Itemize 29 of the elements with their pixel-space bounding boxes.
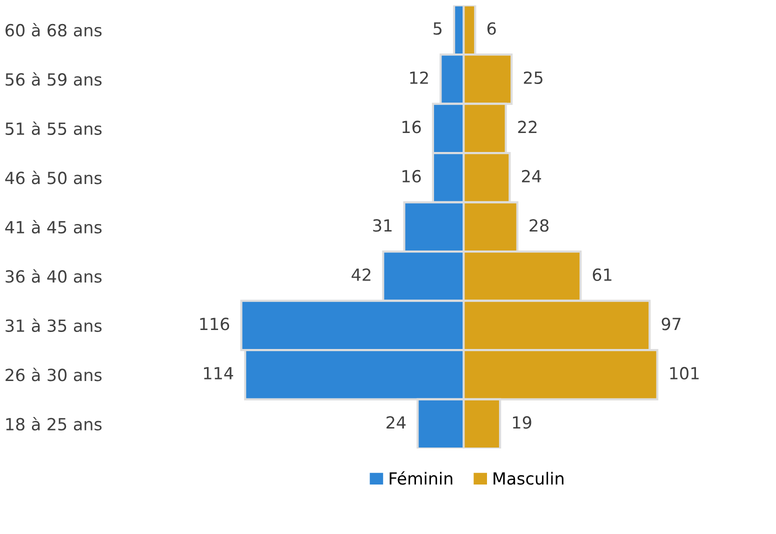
data-label: 42 xyxy=(352,268,370,281)
data-label: 24 xyxy=(522,170,542,182)
y-tick-label: 31 à 35 ans xyxy=(6,318,102,332)
data-label: 116 xyxy=(200,318,230,330)
data-label: 31 xyxy=(373,219,392,232)
y-tick-label: 36 à 40 ans xyxy=(6,269,102,283)
data-label: 114 xyxy=(204,367,234,380)
data-label: 25 xyxy=(524,71,542,84)
data-label: 6 xyxy=(487,22,496,35)
data-label: 16 xyxy=(402,120,421,134)
data-label: 16 xyxy=(402,170,421,183)
data-label: 22 xyxy=(518,120,536,134)
legend-label: Masculin xyxy=(494,472,564,485)
data-label: 5 xyxy=(434,22,442,35)
legend-label: Féminin xyxy=(390,471,452,485)
data-label: 97 xyxy=(662,318,680,330)
y-tick-label: 46 à 50 ans xyxy=(5,170,102,184)
y-tick-label: 18 à 25 ans xyxy=(6,416,102,431)
y-tick-label: 26 à 30 ans xyxy=(6,368,102,382)
data-label: 101 xyxy=(670,366,699,380)
y-tick-label: 41 à 45 ans xyxy=(5,220,102,234)
data-label: 12 xyxy=(410,71,428,84)
data-label: 24 xyxy=(386,416,406,429)
data-label: 28 xyxy=(530,219,549,232)
y-tick-label: 56 à 59 ans xyxy=(6,72,102,86)
data-label: 61 xyxy=(592,268,612,282)
y-tick-label: 51 à 55 ans xyxy=(6,121,102,136)
data-label: 19 xyxy=(513,416,532,429)
y-tick-label: 60 à 68 ans xyxy=(6,22,102,37)
